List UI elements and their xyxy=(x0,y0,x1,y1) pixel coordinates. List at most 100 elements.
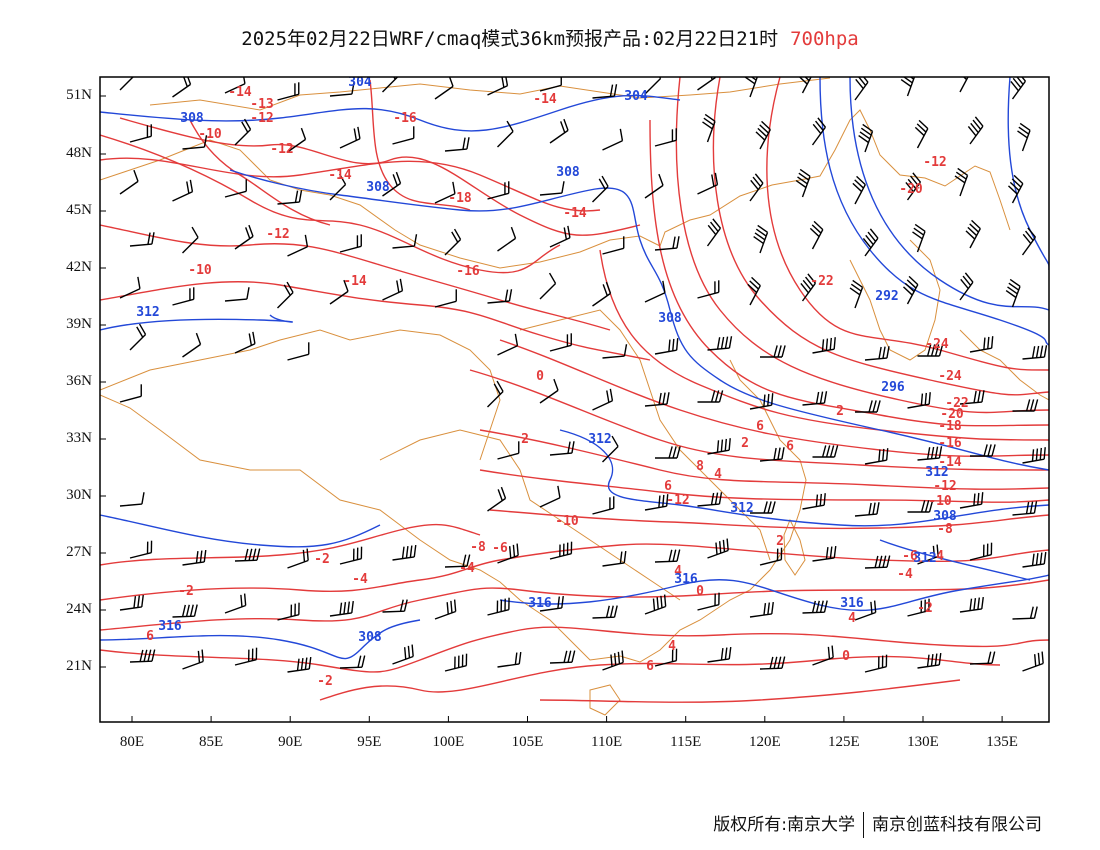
wind-barb xyxy=(539,272,557,300)
barb-feather xyxy=(508,289,513,302)
wind-barb xyxy=(654,338,679,355)
wind-barb xyxy=(287,127,307,153)
barb-feather xyxy=(143,649,148,662)
barb-feather xyxy=(967,126,977,137)
barb-feather xyxy=(623,550,627,564)
barb-feather xyxy=(930,446,935,459)
wind-barb xyxy=(444,653,468,672)
wind-barb xyxy=(644,494,669,511)
wind-barb xyxy=(129,540,153,559)
wind-barb xyxy=(654,549,681,563)
barb-feather xyxy=(504,289,509,302)
barb-feather xyxy=(807,273,816,284)
wind-barb xyxy=(549,225,571,248)
barb-feather xyxy=(829,546,833,559)
barb-feather xyxy=(1008,282,1020,291)
lat-tick-label: 27N xyxy=(66,544,92,560)
wind-barb xyxy=(755,120,771,150)
barb-feather xyxy=(754,232,766,241)
height-contour-value: 312 xyxy=(588,432,611,447)
wind-barb xyxy=(864,448,889,465)
barb-feather xyxy=(395,171,402,184)
barb-shaft xyxy=(539,192,562,196)
barb-feather xyxy=(773,447,777,460)
barb-feather xyxy=(909,77,915,80)
barb-feather xyxy=(914,126,925,137)
wind-barb xyxy=(900,77,916,97)
barb-feather xyxy=(619,128,624,141)
wind-barb xyxy=(487,289,513,304)
barb-feather xyxy=(973,493,976,506)
height-contour-value: 312 xyxy=(136,305,159,320)
barb-feather xyxy=(343,279,349,292)
barb-feather xyxy=(451,231,459,243)
height-contour xyxy=(100,94,681,132)
isotherm-value: 0 xyxy=(536,369,544,384)
barb-feather xyxy=(308,656,312,670)
wind-barb xyxy=(592,175,609,203)
barb-shaft xyxy=(539,282,557,300)
barb-shaft xyxy=(497,452,519,460)
barb-feather xyxy=(872,400,877,413)
barb-feather xyxy=(675,338,679,351)
isotherm-value: -22 xyxy=(810,274,833,289)
barb-feather xyxy=(761,120,771,131)
wind-barb xyxy=(497,226,517,252)
barb-feather xyxy=(728,646,732,660)
barb-feather xyxy=(396,280,400,293)
barb-feather xyxy=(300,127,307,140)
wind-barb xyxy=(917,446,943,461)
wind-barb xyxy=(1021,227,1036,256)
barb-feather xyxy=(815,494,819,507)
isotherm-value: 2 xyxy=(836,404,844,419)
barb-feather xyxy=(151,232,155,245)
wind-barb xyxy=(959,272,974,301)
wind-barb xyxy=(760,345,786,358)
height-contour xyxy=(819,77,1049,346)
barb-feather xyxy=(912,231,923,240)
isotherm xyxy=(189,119,331,226)
barb-feather xyxy=(357,655,362,668)
barb-shaft xyxy=(329,183,347,201)
wind-barb xyxy=(812,445,839,458)
barb-feather xyxy=(777,656,782,669)
isotherm-value: -2 xyxy=(178,584,194,599)
wind-barb xyxy=(487,597,510,616)
isotherm-value: -18 xyxy=(938,419,962,434)
wind-barb xyxy=(907,500,934,513)
barb-feather xyxy=(672,338,675,351)
barb-feather xyxy=(189,604,194,617)
wind-barb xyxy=(549,441,575,456)
barb-feather xyxy=(304,234,309,247)
footer-divider xyxy=(863,812,864,838)
wind-barb xyxy=(234,548,261,562)
barb-feather xyxy=(668,549,673,562)
wind-barb xyxy=(339,234,362,253)
barb-feather xyxy=(862,123,873,132)
wind-barb xyxy=(287,548,309,569)
barb-feather xyxy=(137,276,141,289)
barb-shaft xyxy=(539,497,561,508)
wind-barb xyxy=(1012,606,1038,620)
barb-feather xyxy=(771,501,776,514)
wind-barb xyxy=(707,438,731,455)
barb-feather xyxy=(724,647,728,660)
isotherm xyxy=(100,281,651,361)
copyright-company: 南京创蓝科技有限公司 xyxy=(872,815,1042,835)
barb-feather xyxy=(712,218,721,229)
barb-feather xyxy=(672,236,676,249)
wind-barb xyxy=(549,118,569,144)
barb-feather xyxy=(718,541,722,554)
geopotential-contours xyxy=(100,77,1049,660)
barb-feather xyxy=(339,602,343,615)
barb-feather xyxy=(452,181,456,194)
barb-feather xyxy=(714,492,719,505)
barb-feather xyxy=(973,390,977,403)
wind-barb xyxy=(392,234,418,249)
barb-feather xyxy=(930,344,936,357)
barb-feather xyxy=(962,64,971,72)
barb-feather xyxy=(973,598,977,611)
barb-feather xyxy=(605,605,610,618)
barb-feather xyxy=(854,179,864,189)
lat-tick-label: 21N xyxy=(66,658,92,674)
